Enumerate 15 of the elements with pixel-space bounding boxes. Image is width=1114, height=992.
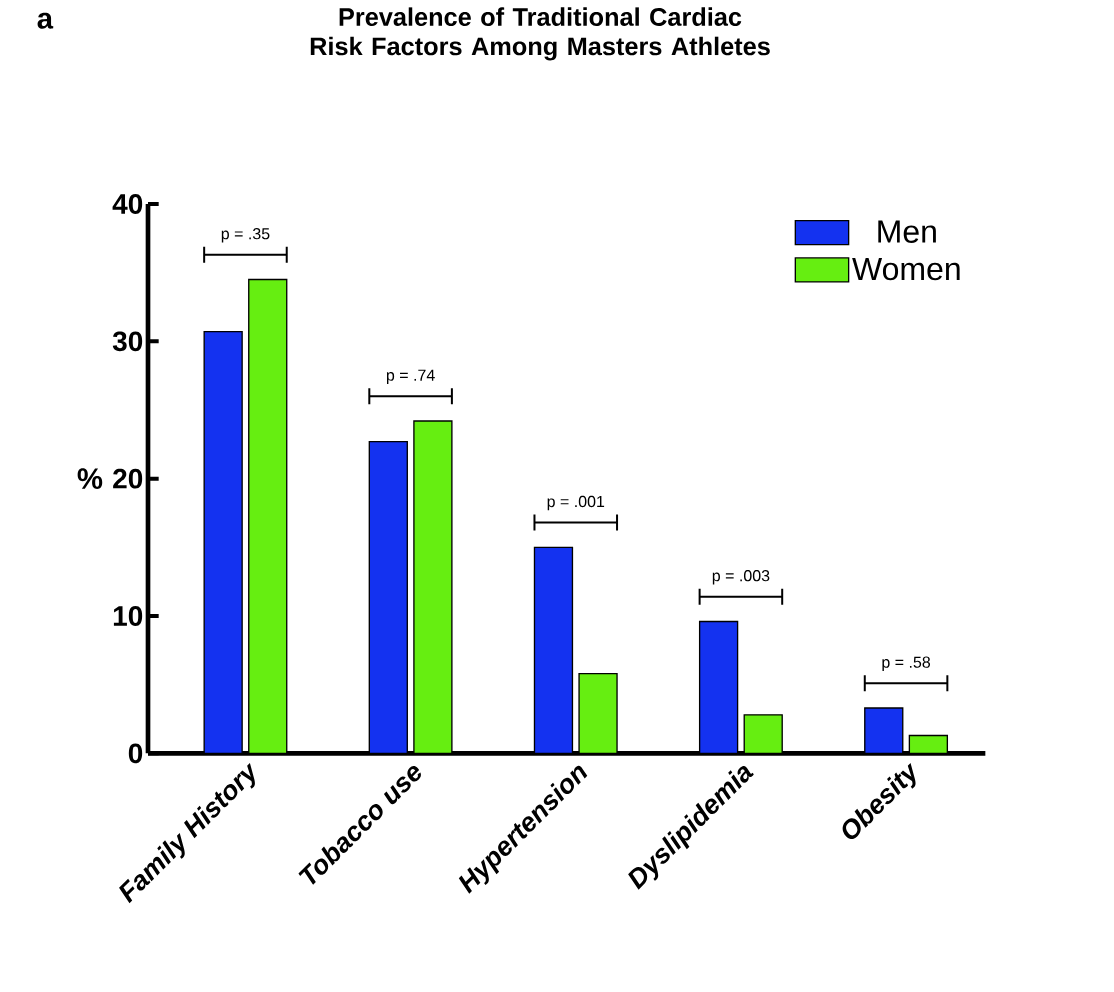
y-tick-label: 30 xyxy=(112,331,143,352)
text: a xyxy=(37,12,54,29)
y-tick-label: 20 xyxy=(113,468,143,489)
legend-label: Men xyxy=(878,220,936,243)
chart-title: Prevalence of Traditional Cardiac Risk Factors Among Masters Athletes xyxy=(310,7,770,61)
legend-label: Women xyxy=(852,257,960,281)
y-tick-label: 0 xyxy=(128,743,143,764)
y-tick-label: 10 xyxy=(113,606,143,626)
annotation: p = .001 xyxy=(547,495,605,511)
annotation: p = .35 xyxy=(221,228,270,243)
annotation: p = .58 xyxy=(882,656,931,672)
y-tick-label: 40 xyxy=(112,194,143,214)
y-axis-title: % xyxy=(77,468,103,489)
annotation: p = .003 xyxy=(712,570,770,585)
annotation: p = .74 xyxy=(386,369,435,384)
